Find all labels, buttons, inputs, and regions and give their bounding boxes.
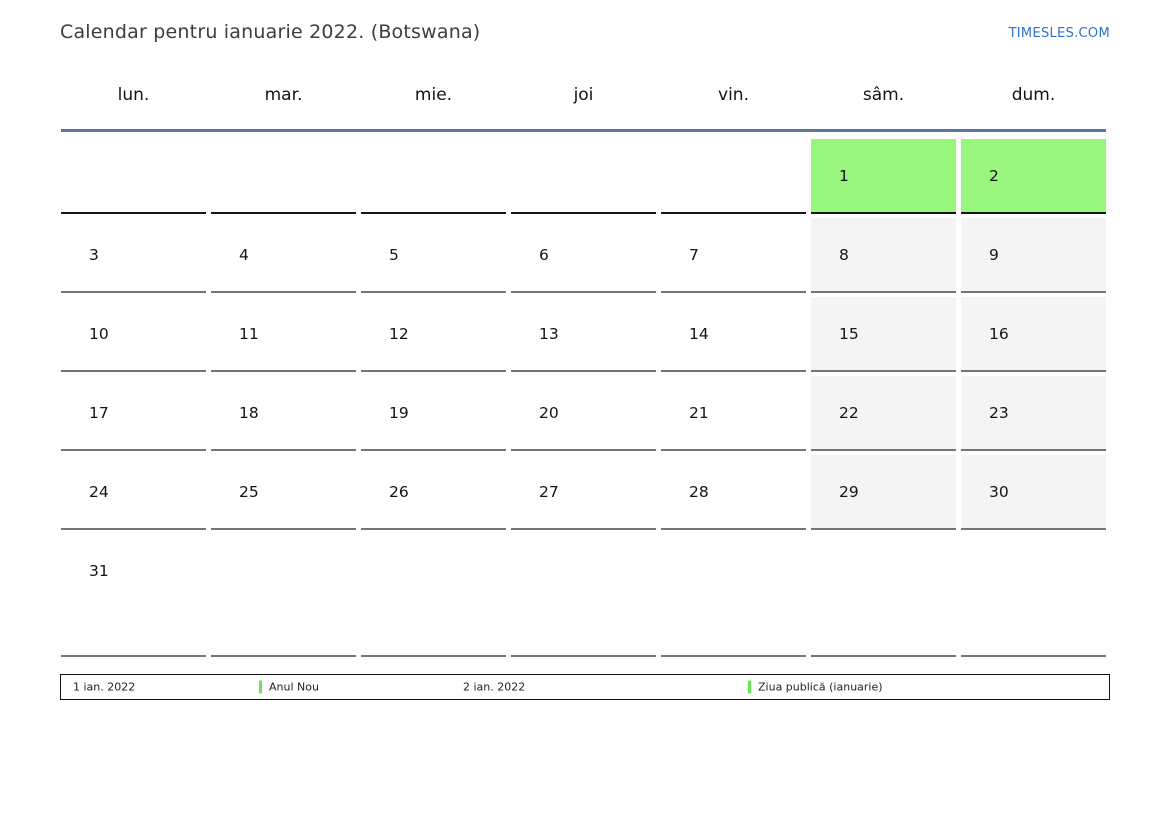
day-cell-empty — [61, 139, 206, 214]
day-number: 25 — [239, 483, 259, 501]
day-cell-11: 11 — [211, 297, 356, 372]
day-cell-23: 23 — [961, 376, 1106, 451]
day-cell-6: 6 — [511, 218, 656, 293]
day-cell-8: 8 — [811, 218, 956, 293]
legend-label-2: Ziua publică (ianuarie) — [758, 680, 883, 694]
calendar-grid: 1 2 3 4 5 6 7 8 9 10 11 12 13 14 15 16 17 18 19 20 21 22 23 24 2… — [61, 139, 1106, 657]
weekday-header-joi: joi — [573, 85, 594, 105]
legend-date-2: 2 ian. 2022 — [463, 680, 526, 694]
day-cell-2: 2 — [961, 139, 1106, 214]
day-cell-16: 16 — [961, 297, 1106, 372]
day-cell-3: 3 — [61, 218, 206, 293]
legend-label-1: Anul Nou — [269, 680, 319, 694]
day-cell-9: 9 — [961, 218, 1106, 293]
day-cell-5: 5 — [361, 218, 506, 293]
day-cell-14: 14 — [661, 297, 806, 372]
day-cell-26: 26 — [361, 455, 506, 530]
day-number: 12 — [389, 325, 409, 343]
weekday-header-mar: mar. — [264, 85, 303, 105]
legend-item-1: Anul Nou — [259, 680, 319, 694]
day-cell-empty — [961, 534, 1106, 657]
legend: 1 ian. 2022 Anul Nou 2 ian. 2022 Ziua pu… — [60, 674, 1110, 700]
day-number: 23 — [989, 404, 1009, 422]
day-cell-empty — [661, 139, 806, 214]
day-number: 27 — [539, 483, 559, 501]
day-number: 16 — [989, 325, 1009, 343]
day-number: 6 — [539, 246, 549, 264]
day-number: 5 — [389, 246, 399, 264]
day-number: 14 — [689, 325, 709, 343]
day-number: 7 — [689, 246, 699, 264]
day-cell-12: 12 — [361, 297, 506, 372]
day-number: 26 — [389, 483, 409, 501]
day-number: 22 — [839, 404, 859, 422]
day-cell-empty — [361, 534, 506, 657]
page-title: Calendar pentru ianuarie 2022. (Botswana… — [60, 21, 481, 43]
day-cell-1: 1 — [811, 139, 956, 214]
weekday-header-mie: mie. — [414, 85, 453, 105]
legend-item-2: Ziua publică (ianuarie) — [748, 680, 883, 694]
day-number: 17 — [89, 404, 109, 422]
day-number: 2 — [989, 167, 999, 185]
day-number: 19 — [389, 404, 409, 422]
day-number: 18 — [239, 404, 259, 422]
legend-date-1: 1 ian. 2022 — [73, 680, 136, 694]
day-number: 31 — [89, 562, 109, 580]
day-cell-4: 4 — [211, 218, 356, 293]
day-number: 15 — [839, 325, 859, 343]
day-number: 28 — [689, 483, 709, 501]
day-number: 8 — [839, 246, 849, 264]
weekday-header-sâm: sâm. — [862, 85, 905, 105]
day-cell-28: 28 — [661, 455, 806, 530]
day-number: 30 — [989, 483, 1009, 501]
day-cell-20: 20 — [511, 376, 656, 451]
day-cell-24: 24 — [61, 455, 206, 530]
weekday-header-dum: dum. — [1011, 85, 1056, 105]
day-number: 29 — [839, 483, 859, 501]
day-cell-empty — [211, 139, 356, 214]
day-cell-empty — [811, 534, 956, 657]
day-cell-18: 18 — [211, 376, 356, 451]
day-number: 21 — [689, 404, 709, 422]
site-link[interactable]: TIMESLES.COM — [1008, 26, 1110, 41]
day-cell-29: 29 — [811, 455, 956, 530]
weekday-header-lun: lun. — [117, 85, 150, 105]
holiday-marker-icon — [748, 680, 751, 694]
day-cell-30: 30 — [961, 455, 1106, 530]
day-cell-15: 15 — [811, 297, 956, 372]
day-cell-21: 21 — [661, 376, 806, 451]
day-number: 3 — [89, 246, 99, 264]
day-cell-31: 31 — [61, 534, 206, 657]
day-cell-19: 19 — [361, 376, 506, 451]
day-cell-17: 17 — [61, 376, 206, 451]
day-cell-empty — [361, 139, 506, 214]
day-cell-27: 27 — [511, 455, 656, 530]
day-number: 10 — [89, 325, 109, 343]
header-rule — [61, 129, 1106, 132]
day-cell-empty — [511, 534, 656, 657]
day-cell-empty — [211, 534, 356, 657]
weekday-header-row: lun. mar. mie. joi vin. sâm. dum. — [61, 85, 1106, 105]
weekday-header-vin: vin. — [718, 85, 749, 105]
day-number: 9 — [989, 246, 999, 264]
holiday-marker-icon — [259, 680, 262, 694]
day-number: 1 — [839, 167, 849, 185]
day-cell-22: 22 — [811, 376, 956, 451]
day-cell-10: 10 — [61, 297, 206, 372]
day-number: 4 — [239, 246, 249, 264]
day-cell-25: 25 — [211, 455, 356, 530]
day-cell-7: 7 — [661, 218, 806, 293]
day-cell-13: 13 — [511, 297, 656, 372]
day-number: 24 — [89, 483, 109, 501]
day-cell-empty — [661, 534, 806, 657]
day-number: 20 — [539, 404, 559, 422]
day-cell-empty — [511, 139, 656, 214]
day-number: 13 — [539, 325, 559, 343]
day-number: 11 — [239, 325, 259, 343]
